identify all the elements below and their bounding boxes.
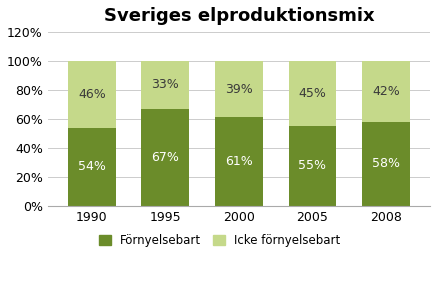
Bar xyxy=(288,61,336,126)
Bar xyxy=(142,61,189,109)
Text: 33%: 33% xyxy=(152,78,179,92)
Bar xyxy=(215,61,263,117)
Legend: Förnyelsebart, Icke förnyelsebart: Förnyelsebart, Icke förnyelsebart xyxy=(94,230,345,252)
Bar xyxy=(142,109,189,206)
Text: 46%: 46% xyxy=(78,88,106,101)
Text: 54%: 54% xyxy=(78,160,106,173)
Text: 67%: 67% xyxy=(151,151,179,164)
Text: 58%: 58% xyxy=(372,157,400,170)
Bar xyxy=(68,61,116,128)
Bar xyxy=(68,128,116,206)
Text: 45%: 45% xyxy=(298,87,326,100)
Title: Sveriges elproduktionsmix: Sveriges elproduktionsmix xyxy=(104,7,374,25)
Text: 61%: 61% xyxy=(225,155,253,168)
Text: 39%: 39% xyxy=(225,83,253,96)
Text: 42%: 42% xyxy=(372,85,400,98)
Bar xyxy=(215,117,263,206)
Bar xyxy=(288,126,336,206)
Text: 55%: 55% xyxy=(298,159,326,172)
Bar xyxy=(362,61,410,122)
Bar xyxy=(362,122,410,206)
